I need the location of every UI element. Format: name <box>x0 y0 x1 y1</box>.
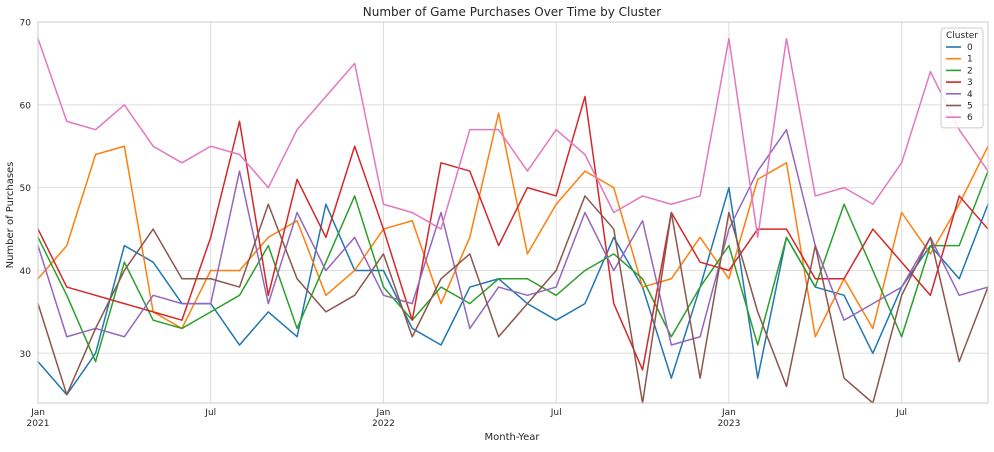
legend-label: 5 <box>967 102 973 112</box>
y-tick-label: 50 <box>20 184 32 194</box>
y-axis: 30 40 50 60 70 <box>20 19 32 360</box>
legend-label: 0 <box>967 43 973 53</box>
legend-item-cluster-1: 1 <box>946 55 973 65</box>
legend-item-cluster-5: 5 <box>946 102 973 112</box>
x-tick-label: Jan <box>721 408 736 418</box>
chart-title: Number of Game Purchases Over Time by Cl… <box>363 5 662 19</box>
y-axis-label: Number of Purchases <box>5 162 16 269</box>
legend-label: 3 <box>967 78 973 88</box>
legend-label: 2 <box>967 66 973 76</box>
y-tick-label: 40 <box>20 267 32 277</box>
x-tick-label: Jul <box>550 408 562 418</box>
legend-item-cluster-2: 2 <box>946 66 973 76</box>
y-tick-label: 70 <box>20 19 32 29</box>
x-tick-year-label: 2022 <box>372 419 395 429</box>
legend-label: 1 <box>967 55 973 65</box>
series-line-cluster-6 <box>37 37 989 239</box>
y-tick-label: 30 <box>20 350 32 360</box>
legend-item-cluster-0: 0 <box>946 43 973 53</box>
series-line-cluster-1 <box>37 112 989 338</box>
legend-item-cluster-3: 3 <box>946 78 973 88</box>
series-line-cluster-5 <box>37 195 989 404</box>
series-line-cluster-2 <box>37 170 989 363</box>
y-tick-label: 60 <box>20 101 32 111</box>
legend-item-cluster-6: 6 <box>946 113 973 123</box>
legend-item-cluster-4: 4 <box>946 90 973 100</box>
legend-box <box>940 27 984 129</box>
plot-frame <box>37 21 989 404</box>
x-tick-year-label: 2023 <box>717 419 740 429</box>
plot-area <box>38 22 988 403</box>
legend-label: 4 <box>967 90 973 100</box>
x-tick-label: Jan <box>376 408 391 418</box>
x-tick-label: Jul <box>895 408 907 418</box>
legend-label: 6 <box>967 113 973 123</box>
legend-title: Cluster <box>946 31 978 41</box>
series-line-cluster-4 <box>37 128 989 346</box>
x-tick-label: Jan <box>30 408 45 418</box>
x-axis-label: Month-Year <box>485 432 541 443</box>
x-tick-label: Jul <box>204 408 216 418</box>
x-tick-year-label: 2021 <box>27 419 50 429</box>
series-lines <box>37 37 989 404</box>
